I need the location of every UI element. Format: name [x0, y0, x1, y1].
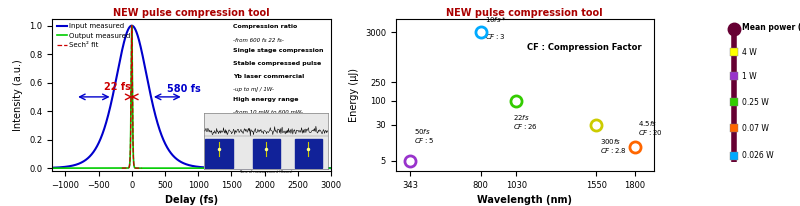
Text: $\it{50 fs}$: $\it{50 fs}$	[414, 127, 431, 136]
Text: 0.25 W: 0.25 W	[742, 98, 769, 107]
Legend: Input measured, Output measured, Sech² fit: Input measured, Output measured, Sech² f…	[55, 22, 132, 50]
Output measured	[58, 167, 68, 169]
Text: 1 W: 1 W	[742, 72, 757, 81]
Sech² fit	[127, 25, 137, 27]
Input measured	[64, 165, 74, 168]
Text: Compression ratio: Compression ratio	[234, 24, 298, 29]
Input measured	[127, 25, 137, 27]
Text: $\it{22 fs}$: $\it{22 fs}$	[513, 113, 530, 122]
Input measured	[58, 166, 68, 168]
Text: 22 fs: 22 fs	[104, 82, 131, 92]
Line: Input measured: Input measured	[52, 26, 331, 168]
Title: NEW pulse compression tool: NEW pulse compression tool	[446, 8, 603, 18]
Output measured	[102, 167, 111, 169]
Text: -from 600 fs 22 fs-: -from 600 fs 22 fs-	[234, 39, 284, 43]
Output measured	[127, 25, 137, 27]
Title: NEW pulse compression tool: NEW pulse compression tool	[114, 8, 270, 18]
Text: 4 W: 4 W	[742, 48, 757, 57]
Sech² fit	[137, 167, 146, 169]
Text: $\it{4.5 fs}$: $\it{4.5 fs}$	[638, 119, 657, 129]
Y-axis label: Energy (µJ): Energy (µJ)	[350, 68, 359, 122]
X-axis label: Wavelength (nm): Wavelength (nm)	[477, 195, 572, 205]
Output measured	[49, 167, 58, 169]
Input measured	[47, 166, 57, 169]
Text: Yb laser commercial: Yb laser commercial	[234, 74, 305, 79]
Text: $\it{CF : 2.8}$: $\it{CF : 2.8}$	[599, 146, 626, 155]
Text: CF : Compression Factor: CF : Compression Factor	[527, 43, 642, 52]
Sech² fit	[137, 167, 146, 169]
Text: $\it{CF : 20}$: $\it{CF : 20}$	[638, 128, 662, 137]
Line: Output measured: Output measured	[52, 26, 331, 168]
Y-axis label: Intensity (a.u.): Intensity (a.u.)	[14, 59, 23, 131]
Sech² fit	[126, 151, 135, 153]
Text: Stable compressed pulse: Stable compressed pulse	[234, 61, 322, 66]
Sech² fit	[117, 167, 126, 169]
Sech² fit	[121, 167, 130, 169]
Text: $\it{10 fs*}$: $\it{10 fs*}$	[486, 15, 507, 24]
X-axis label: Delay (fs): Delay (fs)	[165, 195, 218, 205]
Text: Mean power (W): Mean power (W)	[742, 23, 800, 32]
Text: 0.026 W: 0.026 W	[742, 151, 774, 160]
Output measured	[47, 167, 57, 169]
Input measured	[49, 166, 58, 169]
Text: Single stage compression: Single stage compression	[234, 48, 324, 54]
Text: -from 10 mW to 600 mW-: -from 10 mW to 600 mW-	[234, 110, 303, 115]
Text: 580 fs: 580 fs	[167, 84, 201, 94]
Sech² fit	[125, 165, 134, 167]
Sech² fit	[134, 167, 144, 169]
Text: -up to mJ / 1W-: -up to mJ / 1W-	[234, 87, 274, 92]
Output measured	[326, 167, 336, 169]
Output measured	[64, 167, 74, 169]
Input measured	[184, 164, 194, 166]
Text: $\it{CF : 5}$: $\it{CF : 5}$	[414, 136, 434, 145]
Text: 0.07 W: 0.07 W	[742, 124, 769, 133]
Input measured	[311, 167, 321, 169]
Sech² fit	[119, 167, 129, 169]
Text: $\it{CF : 26}$: $\it{CF : 26}$	[513, 122, 538, 131]
Input measured	[326, 167, 336, 169]
Text: High energy range: High energy range	[234, 97, 299, 102]
Text: $\it{CF : 3}$: $\it{CF : 3}$	[486, 32, 506, 41]
Text: $\it{300 fs}$: $\it{300 fs}$	[599, 137, 621, 146]
Output measured	[311, 167, 321, 169]
Input measured	[102, 119, 111, 122]
Output measured	[184, 167, 194, 169]
Line: Sech² fit: Sech² fit	[122, 26, 142, 168]
